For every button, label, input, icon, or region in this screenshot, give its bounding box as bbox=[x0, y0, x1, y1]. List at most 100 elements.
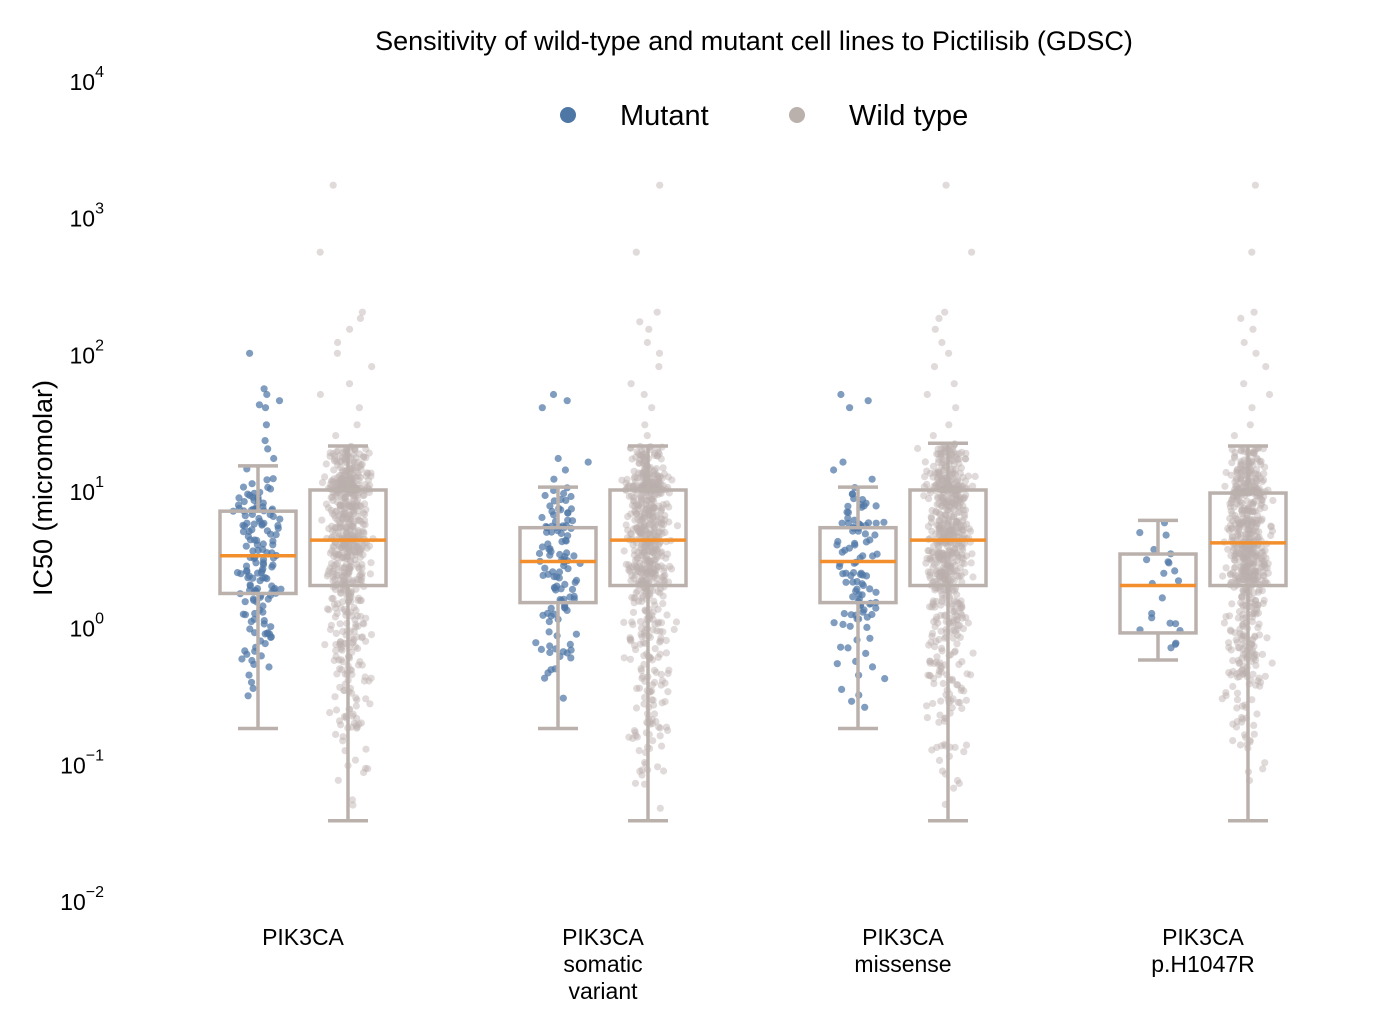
wild-type-point bbox=[340, 477, 348, 485]
wild-type-point bbox=[633, 684, 641, 693]
wild-type-point bbox=[932, 577, 940, 586]
wild-type-point bbox=[653, 627, 661, 635]
wild-type-point bbox=[341, 493, 349, 501]
mutant-point bbox=[259, 565, 267, 573]
wild-type-point bbox=[637, 568, 645, 577]
wild-type-point bbox=[950, 577, 958, 585]
wild-type-point bbox=[656, 650, 664, 658]
wild-type-point bbox=[1228, 510, 1236, 518]
wild-type-point bbox=[665, 503, 673, 511]
wild-type-point bbox=[655, 349, 664, 357]
mutant-box bbox=[218, 509, 298, 596]
wild-type-point bbox=[344, 532, 352, 540]
wild-type-point bbox=[332, 514, 340, 522]
wild-type-point bbox=[353, 633, 361, 641]
wild-type-point bbox=[348, 639, 356, 647]
wild-type-point bbox=[1239, 622, 1247, 630]
mutant-point bbox=[866, 585, 874, 593]
wild-type-point bbox=[936, 480, 944, 488]
mutant-point bbox=[839, 620, 847, 629]
wild-type-point bbox=[328, 527, 337, 535]
wild-type-point bbox=[940, 466, 948, 475]
wild-type-point bbox=[339, 480, 347, 488]
wild-type-point bbox=[332, 629, 340, 638]
wild-type-point bbox=[639, 458, 647, 467]
wild-type-point bbox=[630, 574, 638, 582]
wild-type-point bbox=[939, 490, 947, 498]
wild-type-point bbox=[620, 547, 628, 555]
wild-type-point bbox=[951, 501, 959, 509]
wild-type-point bbox=[645, 510, 654, 519]
wild-type-point bbox=[934, 550, 943, 558]
mutant-point bbox=[541, 674, 549, 682]
wild-type-point bbox=[356, 597, 364, 605]
wild-type-point bbox=[956, 469, 964, 477]
mutant-point bbox=[241, 598, 249, 606]
wild-type-point bbox=[330, 553, 338, 561]
wild-type-point bbox=[358, 661, 366, 669]
wild-type-point bbox=[638, 551, 646, 559]
wild-type-point bbox=[347, 563, 355, 571]
wild-type-point bbox=[950, 545, 959, 553]
wild-type-point bbox=[640, 565, 648, 573]
wild-type-point bbox=[638, 516, 647, 524]
wild-type-point bbox=[1221, 482, 1229, 490]
wild-type-point bbox=[929, 597, 937, 605]
wild-type-point bbox=[334, 479, 343, 487]
wild-type-point bbox=[643, 338, 652, 347]
wild-type-point bbox=[962, 696, 971, 704]
wild-type-point bbox=[636, 318, 644, 326]
wild-type-point bbox=[636, 640, 645, 648]
wild-type-point bbox=[1235, 673, 1243, 681]
mutant-point bbox=[240, 498, 248, 506]
wild-type-point bbox=[628, 563, 636, 571]
mutant-point bbox=[544, 669, 552, 677]
wild-type-point bbox=[632, 704, 641, 712]
wild-type-point bbox=[963, 520, 971, 528]
wild-type-point bbox=[641, 541, 649, 549]
wild-type-point bbox=[949, 558, 957, 566]
wild-type-point bbox=[943, 561, 951, 569]
wild-type-point bbox=[357, 596, 365, 605]
wild-type-point bbox=[634, 469, 643, 477]
wild-type-point bbox=[965, 525, 973, 533]
wild-type-point bbox=[1260, 558, 1268, 566]
wild-type-point bbox=[945, 503, 954, 511]
mutant-point bbox=[866, 634, 874, 642]
wild-type-point bbox=[648, 575, 656, 583]
wild-type-point bbox=[356, 553, 364, 562]
wild-type-point bbox=[648, 681, 657, 689]
wild-type-point bbox=[339, 658, 347, 666]
wild-type-point bbox=[338, 549, 346, 557]
wild-type-point bbox=[647, 547, 656, 556]
wild-type-point bbox=[332, 641, 340, 649]
wild-type-point bbox=[363, 544, 371, 552]
wild-type-point bbox=[336, 458, 344, 466]
wild-type-point bbox=[958, 526, 966, 534]
mutant-point bbox=[555, 568, 564, 576]
mutant-point bbox=[554, 454, 562, 463]
wild-type-point bbox=[366, 570, 374, 578]
wild-type-point bbox=[330, 656, 338, 665]
mutant-point bbox=[871, 531, 879, 539]
wild-type-point bbox=[933, 743, 941, 752]
wild-type-point bbox=[354, 563, 362, 572]
wild-type-point bbox=[930, 618, 938, 626]
wild-type-point bbox=[640, 652, 648, 660]
wild-type-point bbox=[935, 573, 944, 581]
wild-type-point bbox=[934, 469, 942, 477]
legend: Mutant Wild type bbox=[560, 100, 968, 132]
mutant-point bbox=[246, 349, 254, 357]
wild-type-point bbox=[638, 565, 646, 573]
wild-type-point bbox=[926, 659, 934, 667]
wild-type-point bbox=[649, 468, 658, 476]
wild-type-point bbox=[356, 450, 364, 458]
wild-type-point bbox=[653, 452, 661, 460]
wild-type-point bbox=[349, 491, 358, 499]
wild-type-point bbox=[637, 525, 645, 533]
wild-type-point bbox=[950, 784, 958, 792]
wild-type-point bbox=[633, 554, 641, 563]
wild-type-point bbox=[329, 478, 338, 486]
wild-type-point bbox=[657, 548, 666, 556]
wild-type-point bbox=[1241, 559, 1249, 567]
